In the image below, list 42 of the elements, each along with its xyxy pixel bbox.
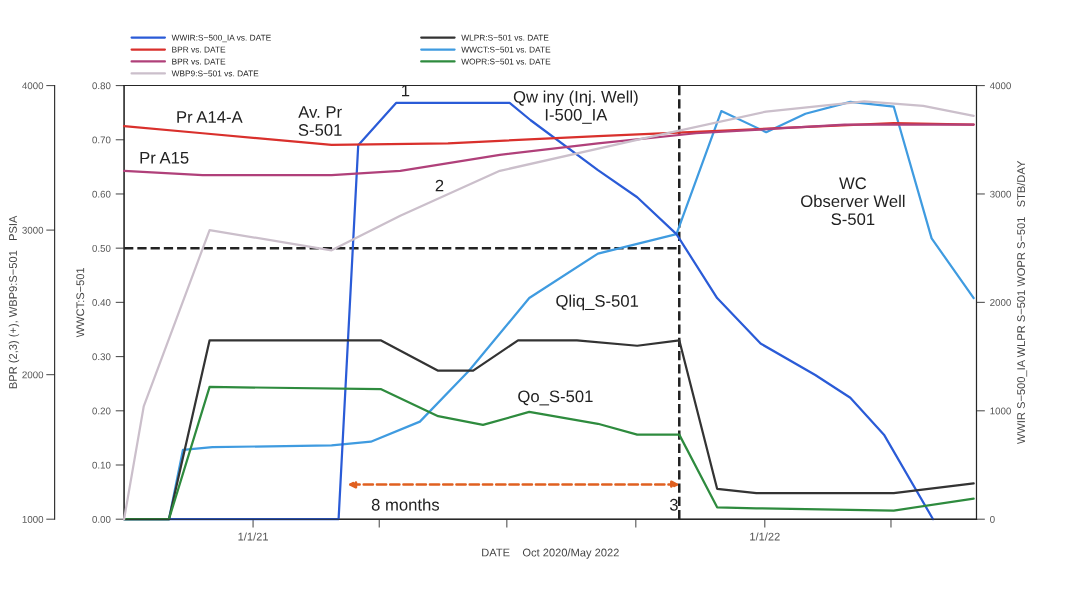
annotation: WC Observer Well S-501 [801,177,905,226]
x-tick-label: 1/1/21 [238,532,268,541]
legend-label: WLPR:S−501 vs. DATE [461,34,549,41]
y-tick-label: 0.20 [92,407,111,415]
y2-tick-label: 0 [990,515,995,523]
annotation: 8 months [371,498,440,511]
legend-label: WBP9:S−501 vs. DATE [171,70,259,77]
y3-tick-label: 2000 [22,371,44,379]
y2-tick-label: 2000 [990,299,1011,306]
y-tick-label: 0.30 [92,353,111,361]
x-tick-label: 1/1/22 [750,532,780,541]
y2-axis-title: WWIR S−500_IA WLPR S−501 WOPR S−501 STB/DAY [1016,160,1028,445]
y3-tick-label: 4000 [22,82,44,90]
legend-label: WOPR:S−501 vs. DATE [461,58,551,65]
annotation: Qliq_S-501 [556,294,639,311]
y3-tick-label: 3000 [22,226,44,234]
y2-tick-label: 1000 [990,407,1011,415]
annotation: Pr A15 [140,152,189,164]
y2-tick-label: 4000 [989,82,1011,90]
y-tick-label: 0.60 [92,190,111,198]
line-series [122,123,975,177]
legend-label: BPR vs. DATE [172,58,226,65]
y-tick-label: 0.80 [92,82,111,90]
legend-label: WWIR:S−500_IA vs. DATE [171,34,271,43]
y-tick-label: 0.10 [92,461,111,469]
y3-tick-label: 1000 [22,515,44,523]
y2-tick-label: 3000 [990,190,1011,198]
annotation: Qo_S-501 [518,390,593,406]
x-axis-title: DATE Oct 2020/May 2022 [482,548,619,559]
y-tick-label: 0.50 [92,244,111,252]
annotation: Pr A14-A [177,111,243,123]
annotation: 2 [435,179,444,192]
y3-axis-title: BPR (2,3) (+), WBP9:S−501 PSIA [8,215,20,389]
y-tick-label: 0.70 [92,136,111,144]
y-axis-title: WWCT:S−501 [76,267,85,338]
y-tick-label: 0.00 [92,515,111,523]
legend-label: BPR vs. DATE [172,46,226,53]
legend-label: WWCT:S−501 vs. DATE [461,46,551,53]
annotation: Av. Pr S-501 [298,106,342,136]
y-tick-label: 0.40 [92,299,111,306]
annotation: Qw iny (Inj. Well) I-500_IA [513,90,638,124]
annotation: 3 [669,498,678,511]
